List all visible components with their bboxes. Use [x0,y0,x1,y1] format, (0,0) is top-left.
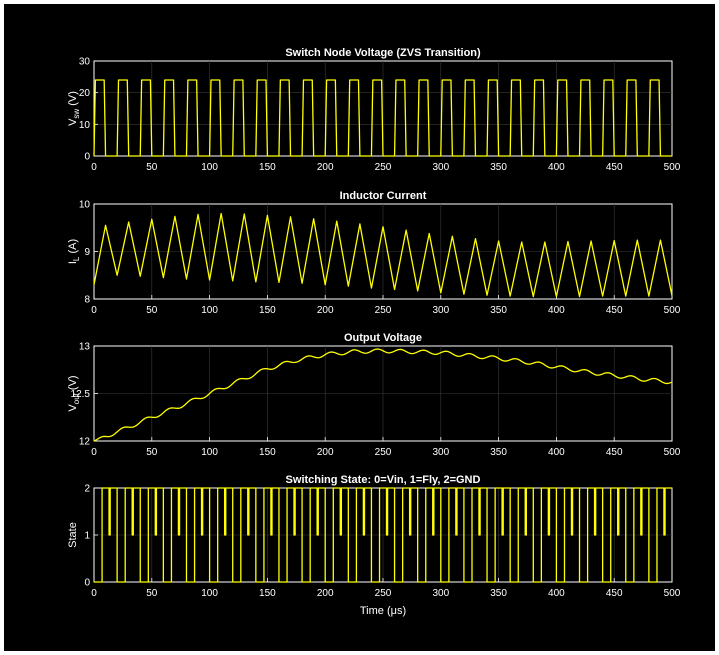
x-tick-label: 50 [146,162,158,173]
x-tick-label: 50 [146,447,158,458]
y-tick-label: 20 [79,88,91,99]
series-line [93,348,673,442]
y-tick-label: 13 [79,342,91,353]
y-tick-label: 10 [79,200,91,211]
x-tick-label: 350 [490,162,507,173]
x-tick-label: 250 [375,588,392,599]
x-tick-label: 150 [259,588,276,599]
x-tick-label: 0 [91,588,97,599]
y-axis-label-unit: (V) [67,375,79,393]
x-tick-label: 100 [201,588,218,599]
x-tick-label: 100 [201,162,218,173]
x-tick-label: 350 [490,305,507,316]
y-tick-label: 2 [84,484,90,495]
subplot-title: Output Voltage [344,332,422,344]
y-axis-label-unit: (V) [67,91,79,109]
x-tick-label: 450 [606,305,623,316]
subplot-title: Inductor Current [340,190,427,202]
subplot-title: Switch Node Voltage (ZVS Transition) [285,47,481,59]
x-tick-label: 200 [317,588,334,599]
x-tick-label: 100 [201,447,218,458]
x-axis-label: Time (μs) [360,605,406,617]
x-tick-label: 500 [664,447,681,458]
subplot-2: 0 50 100 150 200 250 300 350 400 450 500 8 9 10 Induct… [67,190,681,316]
y-axis-label-sub: sw [72,109,81,119]
y-tick-label: 12 [79,437,91,448]
x-tick-label: 250 [375,447,392,458]
y-tick-label: 8 [84,295,90,306]
x-tick-label: 150 [259,305,276,316]
x-tick-label: 50 [146,305,158,316]
subplot-4: 0 50 100 150 200 250 300 350 400 450 500 0 1 2 Switchi… [67,474,681,617]
y-tick-label: 30 [79,57,91,68]
y-axis-label-sub: out [72,392,81,404]
y-axis-label: Vsw (V) [67,91,81,126]
x-tick-label: 300 [432,305,449,316]
x-tick-label: 350 [490,447,507,458]
series-line [93,79,672,157]
y-axis-label: State [67,522,79,548]
x-tick-label: 300 [432,447,449,458]
x-tick-label: 400 [548,588,565,599]
x-tick-label: 200 [317,305,334,316]
figure: 0 50 100 150 200 250 300 350 400 450 500 0 10 20 30 Swi… [4,4,715,651]
x-tick-label: 0 [91,305,97,316]
x-tick-label: 450 [606,588,623,599]
y-axis-label: IL (A) [67,239,81,264]
x-tick-label: 200 [317,447,334,458]
x-tick-label: 400 [548,447,565,458]
y-axis-label-main: I [67,261,79,264]
x-tick-label: 300 [432,162,449,173]
x-tick-label: 200 [317,162,334,173]
series-line [93,212,673,298]
y-tick-label: 9 [84,247,90,258]
x-tick-label: 0 [91,447,97,458]
x-tick-label: 50 [146,588,158,599]
x-tick-label: 250 [375,305,392,316]
x-tick-label: 500 [664,305,681,316]
x-tick-label: 400 [548,305,565,316]
y-axis-label-main: V [67,404,79,412]
y-tick-label: 1 [84,531,90,542]
x-tick-label: 0 [91,162,97,173]
x-tick-label: 350 [490,588,507,599]
y-axis-label-main: V [67,118,79,126]
y-axis-label-unit: (A) [67,239,79,257]
y-axis-label-sub: L [72,256,81,261]
x-tick-label: 300 [432,588,449,599]
x-tick-label: 450 [606,447,623,458]
y-axis-label-main: State [67,522,79,548]
x-tick-label: 250 [375,162,392,173]
x-tick-label: 150 [259,162,276,173]
x-tick-label: 450 [606,162,623,173]
x-tick-label: 500 [664,162,681,173]
chart-figure: 0 50 100 150 200 250 300 350 400 450 5000102030Swi… [67,47,681,617]
x-tick-label: 150 [259,447,276,458]
y-tick-label: 10 [79,120,91,131]
y-tick-label: 12.5 [71,389,91,400]
series-line [94,487,672,583]
x-tick-label: 500 [664,588,681,599]
y-tick-label: 0 [84,152,90,163]
x-tick-label: 100 [201,305,218,316]
subplot-1: 0 50 100 150 200 250 300 350 400 450 500 0 10 20 30 Swi… [67,47,681,173]
x-tick-label: 400 [548,162,565,173]
subplot-title: Switching State: 0=Vin, 1=Fly, 2=GND [286,474,481,486]
y-tick-label: 0 [84,578,90,589]
y-axis-label: Vout (V) [67,375,81,411]
subplot-3: 0 50 100 150 200 250 300 350 400 450 500 12 12.5 13 Ou… [67,332,681,458]
